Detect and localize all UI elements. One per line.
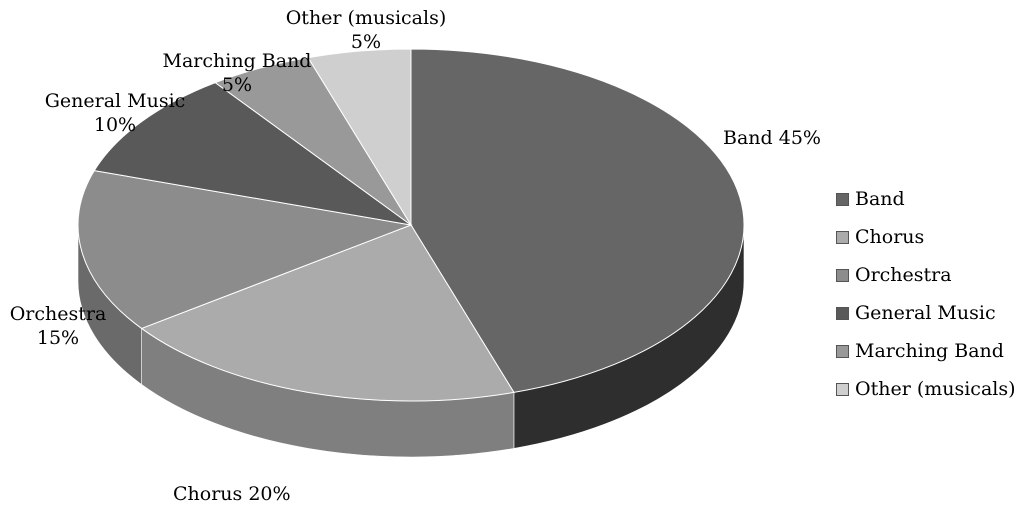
- legend-item-general-music: General Music: [836, 298, 1016, 328]
- chart-legend: Band Chorus Orchestra General Music Marc…: [836, 184, 1016, 412]
- legend-item-other-musicals: Other (musicals): [836, 374, 1016, 404]
- legend-swatch-marching-band: [836, 344, 849, 358]
- legend-swatch-band: [836, 192, 849, 206]
- pie-slice-orchestra: [77, 170, 413, 330]
- data-label-orchestra: Orchestra 15%: [9, 303, 107, 349]
- legend-item-chorus: Chorus: [836, 222, 1016, 252]
- pie-top-faces: [77, 48, 745, 402]
- data-label-marching-band: Marching Band 5%: [162, 50, 312, 96]
- legend-swatch-other-musicals: [836, 382, 849, 396]
- legend-swatch-chorus: [836, 230, 849, 244]
- legend-item-marching-band: Marching Band: [836, 336, 1016, 366]
- pie-slice-chorus: [140, 224, 515, 402]
- legend-item-band: Band: [836, 184, 1016, 214]
- legend-swatch-general-music: [836, 306, 849, 320]
- legend-item-orchestra: Orchestra: [836, 260, 1016, 290]
- data-label-chorus: Chorus 20%: [173, 483, 291, 505]
- data-label-other-musicals: Other (musicals) 5%: [285, 7, 447, 53]
- pie-slice-general-music: [93, 82, 412, 226]
- data-label-general-music: General Music 10%: [44, 90, 186, 136]
- pie-slice-other-musicals: [307, 48, 412, 227]
- data-label-band: Band 45%: [723, 127, 821, 149]
- pie-slice-band: [410, 48, 745, 393]
- legend-swatch-orchestra: [836, 268, 849, 282]
